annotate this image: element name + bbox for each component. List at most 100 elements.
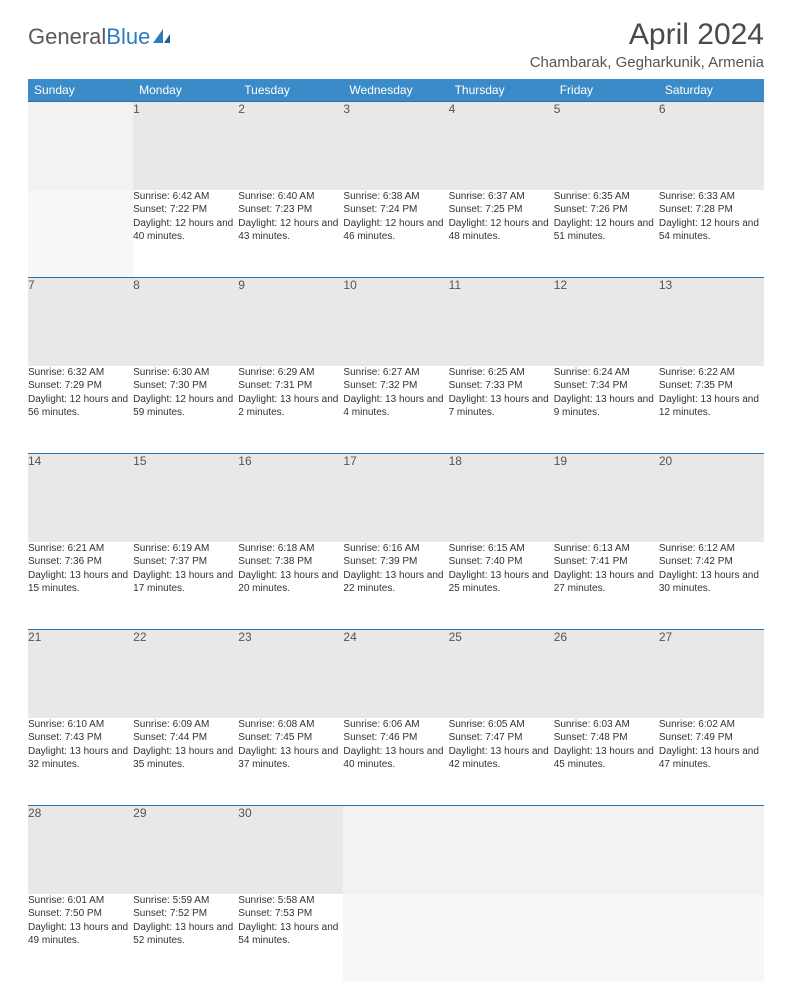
sunrise-text: Sunrise: 6:01 AM	[28, 894, 133, 908]
daylight-text: Daylight: 13 hours and 20 minutes.	[238, 569, 343, 596]
daylight-text: Daylight: 13 hours and 47 minutes.	[659, 745, 764, 772]
weekday-header-row: Sunday Monday Tuesday Wednesday Thursday…	[28, 79, 764, 102]
sunset-text: Sunset: 7:37 PM	[133, 555, 238, 569]
day-number: 28	[28, 806, 133, 894]
day-cell: Sunrise: 5:58 AMSunset: 7:53 PMDaylight:…	[238, 894, 343, 982]
day-cell: Sunrise: 6:16 AMSunset: 7:39 PMDaylight:…	[343, 542, 448, 630]
calendar-table: Sunday Monday Tuesday Wednesday Thursday…	[28, 79, 764, 982]
sunrise-text: Sunrise: 6:40 AM	[238, 190, 343, 204]
daylight-text: Daylight: 12 hours and 40 minutes.	[133, 217, 238, 244]
daylight-text: Daylight: 13 hours and 35 minutes.	[133, 745, 238, 772]
daylight-text: Daylight: 13 hours and 32 minutes.	[28, 745, 133, 772]
day-number-row: 123456	[28, 102, 764, 190]
day-cell: Sunrise: 6:10 AMSunset: 7:43 PMDaylight:…	[28, 718, 133, 806]
day-number: 29	[133, 806, 238, 894]
day-number: 16	[238, 454, 343, 542]
day-number: 7	[28, 278, 133, 366]
day-cell: Sunrise: 6:03 AMSunset: 7:48 PMDaylight:…	[554, 718, 659, 806]
location: Chambarak, Gegharkunik, Armenia	[530, 54, 764, 71]
day-cell: Sunrise: 6:38 AMSunset: 7:24 PMDaylight:…	[343, 190, 448, 278]
day-number: 23	[238, 630, 343, 718]
sunrise-text: Sunrise: 6:02 AM	[659, 718, 764, 732]
day-number: 15	[133, 454, 238, 542]
day-number: 4	[449, 102, 554, 190]
sunset-text: Sunset: 7:42 PM	[659, 555, 764, 569]
day-cell: Sunrise: 6:35 AMSunset: 7:26 PMDaylight:…	[554, 190, 659, 278]
day-number: 26	[554, 630, 659, 718]
sunset-text: Sunset: 7:38 PM	[238, 555, 343, 569]
day-number: 14	[28, 454, 133, 542]
day-number	[449, 806, 554, 894]
daylight-text: Daylight: 13 hours and 7 minutes.	[449, 393, 554, 420]
sunset-text: Sunset: 7:26 PM	[554, 203, 659, 217]
day-number-row: 78910111213	[28, 278, 764, 366]
daylight-text: Daylight: 13 hours and 12 minutes.	[659, 393, 764, 420]
day-cell: Sunrise: 6:30 AMSunset: 7:30 PMDaylight:…	[133, 366, 238, 454]
day-cell: Sunrise: 6:18 AMSunset: 7:38 PMDaylight:…	[238, 542, 343, 630]
sunset-text: Sunset: 7:23 PM	[238, 203, 343, 217]
sunrise-text: Sunrise: 5:59 AM	[133, 894, 238, 908]
day-cell: Sunrise: 6:37 AMSunset: 7:25 PMDaylight:…	[449, 190, 554, 278]
sunset-text: Sunset: 7:25 PM	[449, 203, 554, 217]
weekday-header: Saturday	[659, 79, 764, 102]
logo-text-gray: General	[28, 24, 106, 50]
sunset-text: Sunset: 7:48 PM	[554, 731, 659, 745]
day-cell: Sunrise: 6:09 AMSunset: 7:44 PMDaylight:…	[133, 718, 238, 806]
day-number	[554, 806, 659, 894]
daylight-text: Daylight: 13 hours and 54 minutes.	[238, 921, 343, 948]
sunrise-text: Sunrise: 6:42 AM	[133, 190, 238, 204]
day-cell: Sunrise: 6:42 AMSunset: 7:22 PMDaylight:…	[133, 190, 238, 278]
sunrise-text: Sunrise: 6:09 AM	[133, 718, 238, 732]
day-cell: Sunrise: 6:15 AMSunset: 7:40 PMDaylight:…	[449, 542, 554, 630]
daylight-text: Daylight: 13 hours and 30 minutes.	[659, 569, 764, 596]
day-number: 20	[659, 454, 764, 542]
day-cell: Sunrise: 6:21 AMSunset: 7:36 PMDaylight:…	[28, 542, 133, 630]
day-cell: Sunrise: 6:32 AMSunset: 7:29 PMDaylight:…	[28, 366, 133, 454]
daylight-text: Daylight: 13 hours and 4 minutes.	[343, 393, 448, 420]
daylight-text: Daylight: 13 hours and 15 minutes.	[28, 569, 133, 596]
sunrise-text: Sunrise: 6:22 AM	[659, 366, 764, 380]
sunset-text: Sunset: 7:43 PM	[28, 731, 133, 745]
sunrise-text: Sunrise: 6:25 AM	[449, 366, 554, 380]
sunrise-text: Sunrise: 6:21 AM	[28, 542, 133, 556]
day-number: 8	[133, 278, 238, 366]
day-cell: Sunrise: 6:02 AMSunset: 7:49 PMDaylight:…	[659, 718, 764, 806]
weekday-header: Tuesday	[238, 79, 343, 102]
sunset-text: Sunset: 7:49 PM	[659, 731, 764, 745]
day-number-row: 282930	[28, 806, 764, 894]
sunrise-text: Sunrise: 5:58 AM	[238, 894, 343, 908]
sunset-text: Sunset: 7:22 PM	[133, 203, 238, 217]
weekday-header: Wednesday	[343, 79, 448, 102]
sunset-text: Sunset: 7:36 PM	[28, 555, 133, 569]
day-content-row: Sunrise: 6:21 AMSunset: 7:36 PMDaylight:…	[28, 542, 764, 630]
day-cell: Sunrise: 6:33 AMSunset: 7:28 PMDaylight:…	[659, 190, 764, 278]
sunrise-text: Sunrise: 6:12 AM	[659, 542, 764, 556]
weekday-header: Sunday	[28, 79, 133, 102]
sunset-text: Sunset: 7:34 PM	[554, 379, 659, 393]
title-block: April 2024 Chambarak, Gegharkunik, Armen…	[530, 18, 764, 71]
day-cell: Sunrise: 6:12 AMSunset: 7:42 PMDaylight:…	[659, 542, 764, 630]
sunset-text: Sunset: 7:40 PM	[449, 555, 554, 569]
sunrise-text: Sunrise: 6:37 AM	[449, 190, 554, 204]
day-number: 19	[554, 454, 659, 542]
day-cell: Sunrise: 6:05 AMSunset: 7:47 PMDaylight:…	[449, 718, 554, 806]
sunset-text: Sunset: 7:33 PM	[449, 379, 554, 393]
daylight-text: Daylight: 12 hours and 51 minutes.	[554, 217, 659, 244]
sunset-text: Sunset: 7:28 PM	[659, 203, 764, 217]
sunset-text: Sunset: 7:29 PM	[28, 379, 133, 393]
day-number: 25	[449, 630, 554, 718]
day-number: 10	[343, 278, 448, 366]
day-cell: Sunrise: 6:13 AMSunset: 7:41 PMDaylight:…	[554, 542, 659, 630]
sunset-text: Sunset: 7:44 PM	[133, 731, 238, 745]
day-cell	[28, 190, 133, 278]
day-cell: Sunrise: 6:08 AMSunset: 7:45 PMDaylight:…	[238, 718, 343, 806]
day-number	[343, 806, 448, 894]
day-number: 2	[238, 102, 343, 190]
day-cell	[343, 894, 448, 982]
daylight-text: Daylight: 12 hours and 43 minutes.	[238, 217, 343, 244]
logo-text-blue: Blue	[106, 24, 150, 50]
day-cell: Sunrise: 6:01 AMSunset: 7:50 PMDaylight:…	[28, 894, 133, 982]
header: GeneralBlue April 2024 Chambarak, Geghar…	[28, 18, 764, 71]
day-number-row: 14151617181920	[28, 454, 764, 542]
day-number: 30	[238, 806, 343, 894]
